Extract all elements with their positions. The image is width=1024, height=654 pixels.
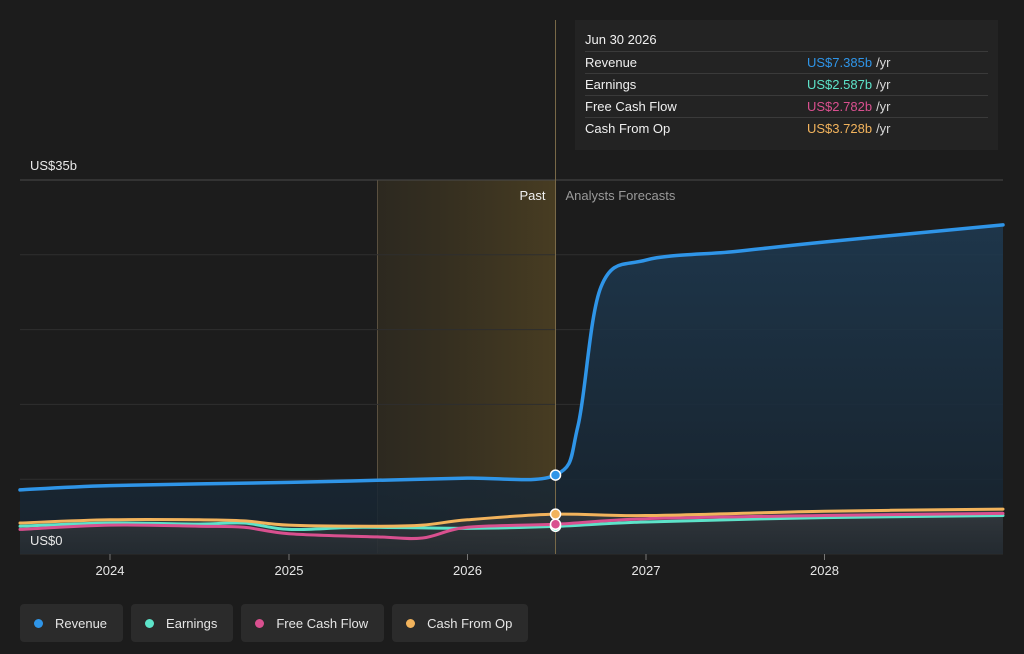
tooltip-unit: /yr bbox=[876, 121, 891, 136]
tooltip: Jun 30 2026 Revenue US$7.385b /yr Earnin… bbox=[575, 20, 998, 150]
tooltip-row-cash-from-op: Cash From Op US$3.728b /yr bbox=[585, 118, 988, 139]
free-cash-flow-marker bbox=[549, 518, 562, 531]
chart-svg: US$35b US$0 Past Analysts Forecasts 2024 2025… bbox=[18, 20, 1005, 578]
tooltip-label: Earnings bbox=[585, 77, 637, 92]
tooltip-row-earnings: Earnings US$2.587b /yr bbox=[585, 74, 988, 96]
legend-item-free-cash-flow[interactable]: Free Cash Flow bbox=[241, 604, 385, 642]
legend-dot-icon bbox=[34, 618, 43, 628]
x-tick-label: 2027 bbox=[632, 563, 661, 578]
legend-label: Free Cash Flow bbox=[276, 615, 369, 631]
tooltip-row-revenue: Revenue US$7.385b /yr bbox=[585, 52, 988, 74]
tooltip-unit: /yr bbox=[876, 99, 891, 114]
legend-label: Cash From Op bbox=[427, 615, 513, 631]
legend-item-revenue[interactable]: Revenue bbox=[20, 604, 124, 642]
legend-label: Earnings bbox=[166, 615, 218, 631]
x-tick-label: 2025 bbox=[275, 563, 304, 578]
forecast-label: Analysts Forecasts bbox=[566, 188, 676, 203]
tooltip-row-free-cash-flow: Free Cash Flow US$2.782b /yr bbox=[585, 96, 988, 118]
x-tick-label: 2028 bbox=[810, 563, 839, 578]
legend-dot-icon bbox=[145, 618, 155, 628]
tooltip-date: Jun 30 2026 bbox=[585, 29, 988, 52]
tooltip-label: Revenue bbox=[585, 55, 638, 70]
legend-label: Revenue bbox=[55, 615, 108, 631]
legend-item-cash-from-op[interactable]: Cash From Op bbox=[392, 604, 529, 642]
y-axis-min-label: US$0 bbox=[30, 533, 63, 548]
legend: Revenue Earnings Free Cash Flow Cash Fro… bbox=[20, 604, 529, 642]
cash-from-op-line bbox=[18, 507, 1005, 528]
revenue-area bbox=[20, 224, 1003, 554]
tooltip-value: US$7.385b bbox=[807, 55, 873, 70]
cash-from-op-marker bbox=[549, 508, 562, 520]
legend-item-earnings[interactable]: Earnings bbox=[131, 604, 234, 642]
tooltip-value: US$2.587b bbox=[807, 77, 873, 92]
tooltip-value: US$3.728b bbox=[807, 121, 873, 136]
tooltip-value: US$2.782b bbox=[807, 99, 873, 114]
free-cash-flow-line bbox=[18, 511, 1005, 541]
legend-dot-icon bbox=[255, 618, 265, 628]
x-tick-label: 2026 bbox=[453, 563, 482, 578]
chart-area: US$35b US$0 Past Analysts Forecasts 2024 2025… bbox=[18, 20, 1005, 578]
earnings-line bbox=[18, 514, 1005, 532]
tooltip-label: Cash From Op bbox=[585, 121, 671, 136]
tooltip-unit: /yr bbox=[876, 55, 891, 70]
tooltip-unit: /yr bbox=[876, 77, 891, 92]
legend-dot-icon bbox=[406, 618, 416, 628]
revenue-marker bbox=[549, 469, 562, 481]
past-label: Past bbox=[519, 188, 545, 203]
y-axis-max-label: US$35b bbox=[30, 158, 77, 173]
revenue-line bbox=[18, 223, 1005, 492]
tooltip-label: Free Cash Flow bbox=[585, 99, 677, 114]
x-tick-label: 2024 bbox=[96, 563, 125, 578]
